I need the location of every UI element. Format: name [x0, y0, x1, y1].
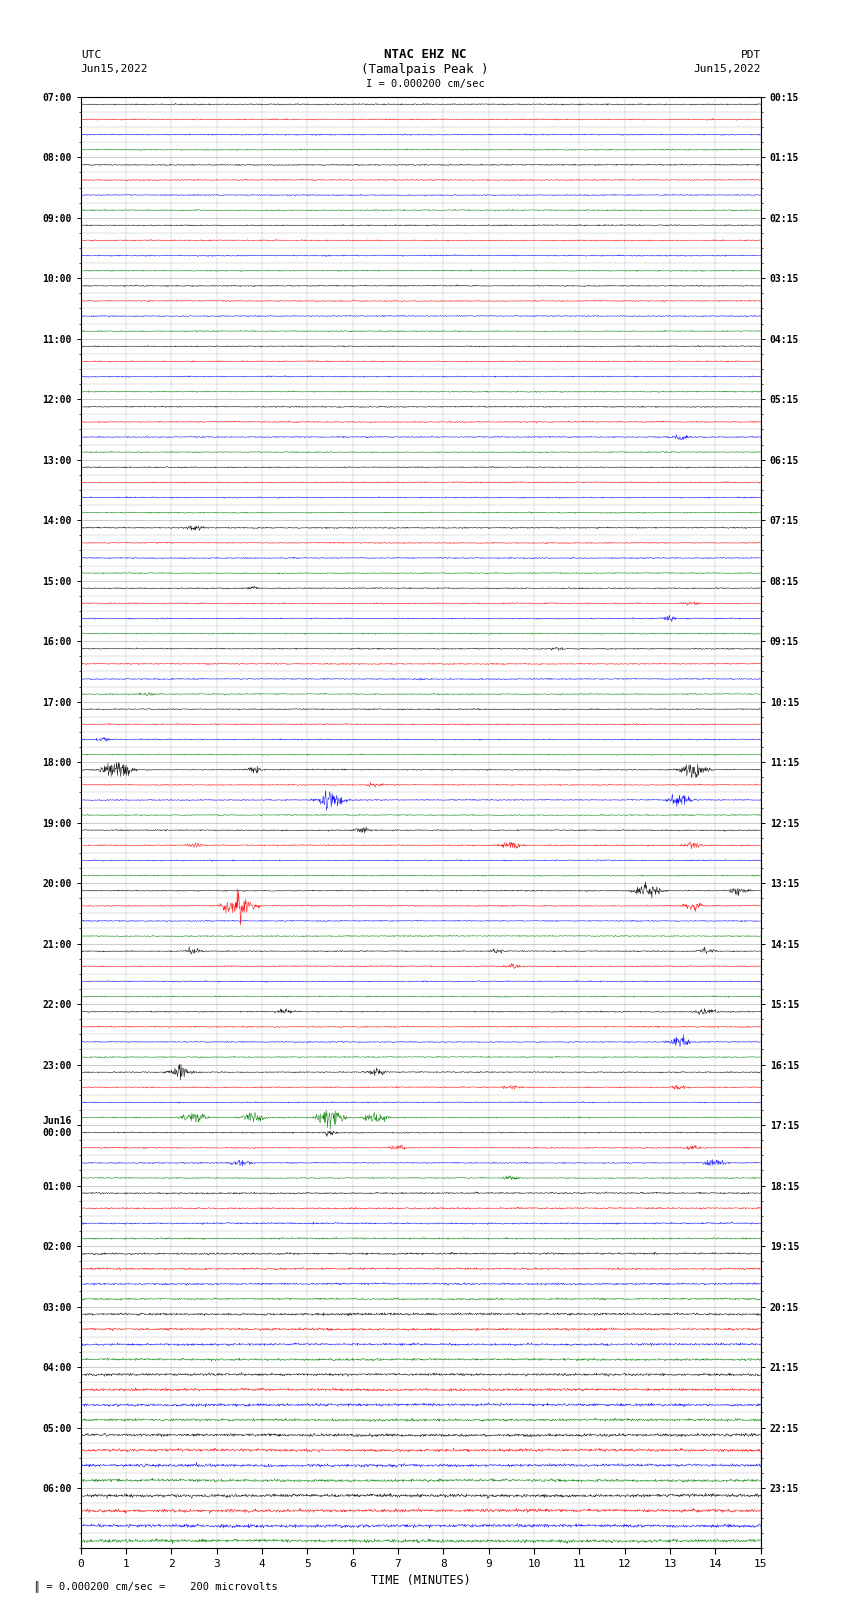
- X-axis label: TIME (MINUTES): TIME (MINUTES): [371, 1574, 471, 1587]
- Text: Jun15,2022: Jun15,2022: [81, 65, 148, 74]
- Text: Jun15,2022: Jun15,2022: [694, 65, 761, 74]
- Text: NTAC EHZ NC: NTAC EHZ NC: [383, 48, 467, 61]
- Text: ║ = 0.000200 cm/sec =    200 microvolts: ║ = 0.000200 cm/sec = 200 microvolts: [34, 1579, 278, 1592]
- Text: I = 0.000200 cm/sec: I = 0.000200 cm/sec: [366, 79, 484, 89]
- Text: UTC: UTC: [81, 50, 101, 60]
- Text: (Tamalpais Peak ): (Tamalpais Peak ): [361, 63, 489, 76]
- Text: PDT: PDT: [740, 50, 761, 60]
